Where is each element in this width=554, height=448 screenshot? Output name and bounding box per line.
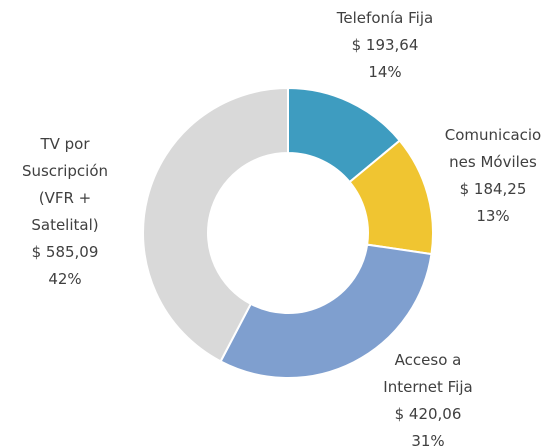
label-group: Acceso a Internet Fija $ 420,06 31% xyxy=(378,347,478,448)
category-label: TV por Suscripción (VFR + Satelital) xyxy=(21,135,109,234)
slice xyxy=(142,86,289,363)
label-group: TV por Suscripción (VFR + Satelital) $ 5… xyxy=(10,131,120,293)
percent-label: 31% xyxy=(411,432,445,448)
category-label: Telefonía Fija xyxy=(336,9,434,27)
value-label: $ 193,64 xyxy=(351,36,419,54)
value-label: $ 420,06 xyxy=(394,405,462,423)
percent-label: 14% xyxy=(368,63,402,81)
value-label: $ 585,09 xyxy=(31,243,99,261)
value-label: $ 184,25 xyxy=(459,180,527,198)
percent-label: 13% xyxy=(476,207,510,225)
slice xyxy=(219,243,433,379)
percent-label: 42% xyxy=(48,270,82,288)
category-label: Comunicaciones Móviles xyxy=(444,126,542,171)
label-group: Telefonía Fija $ 193,64 14% xyxy=(320,5,450,86)
category-label: Acceso a Internet Fija xyxy=(383,351,473,396)
label-group: Comunicaciones Móviles $ 184,25 13% xyxy=(441,122,545,230)
